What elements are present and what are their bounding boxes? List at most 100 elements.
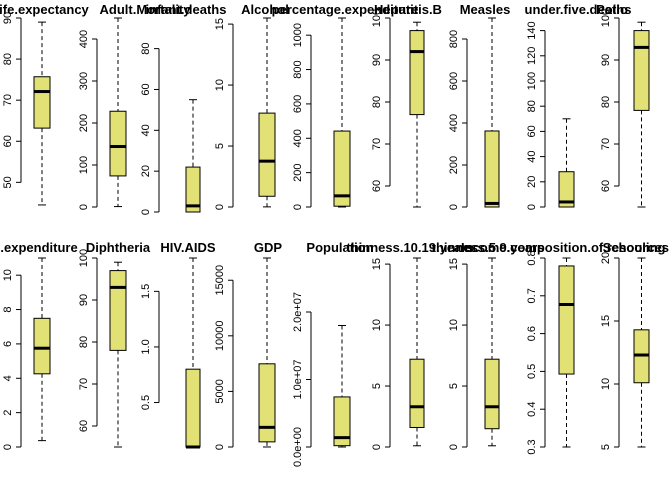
y-tick-label: 600 [448, 72, 460, 90]
y-tick-label: 15000 [214, 265, 226, 296]
y-tick-label: 10 [448, 319, 460, 331]
y-tick-label: 80 [526, 100, 538, 112]
box-iqr [258, 363, 276, 443]
y-tick-label: 0 [2, 444, 14, 450]
panel-title: percentage.expenditure [272, 2, 419, 17]
box-iqr [333, 130, 351, 207]
y-tick-label: 1.5 [140, 284, 152, 299]
box-iqr [258, 112, 276, 197]
y-tick-label: 70 [600, 138, 612, 150]
y-tick-label: 5 [214, 143, 226, 149]
y-tick-label: 60 [140, 83, 152, 95]
panel-title: HIV.AIDS [160, 240, 215, 255]
panel-title: Total.expenditure [0, 240, 78, 255]
y-tick-label: 60 [2, 135, 14, 147]
y-tick-label: 0 [371, 444, 383, 450]
box-iqr [109, 270, 127, 351]
y-tick-label: 90 [371, 54, 383, 66]
y-tick-label: 0 [214, 444, 226, 450]
y-tick-label: 15 [371, 258, 383, 270]
box-iqr [633, 30, 650, 111]
y-tick-label: 70 [2, 94, 14, 106]
y-tick-label: 80 [2, 53, 14, 65]
box-iqr [409, 30, 425, 116]
y-tick-label: 70 [78, 378, 90, 390]
box-iqr [109, 110, 127, 177]
panel-title: under.five.deaths [525, 2, 632, 17]
panel-title: Diphtheria [86, 240, 151, 255]
y-tick-label: 15 [214, 18, 226, 30]
y-tick-label: 70 [371, 138, 383, 150]
y-tick-label: 400 [292, 129, 304, 147]
y-tick-label: 20 [600, 252, 612, 264]
y-tick-label: 0 [140, 209, 152, 215]
panel-title: infant.deaths [146, 2, 227, 17]
box-iqr [558, 265, 575, 375]
y-tick-label: 5000 [214, 379, 226, 403]
y-tick-label: 0.5 [140, 395, 152, 410]
y-tick-label: 0.0e+00 [292, 427, 304, 467]
box-iqr [333, 396, 351, 447]
y-tick-label: 6 [2, 341, 14, 347]
y-tick-label: 20 [140, 165, 152, 177]
y-tick-label: 80 [600, 96, 612, 108]
y-tick-label: 1.0e+07 [292, 359, 304, 399]
y-tick-label: 10 [371, 319, 383, 331]
y-tick-label: 40 [526, 150, 538, 162]
y-tick-label: 60 [78, 420, 90, 432]
y-tick-label: 8 [2, 306, 14, 312]
y-tick-label: 600 [292, 95, 304, 113]
y-tick-label: 90 [600, 54, 612, 66]
box-iqr [185, 368, 201, 448]
y-tick-label: 10 [214, 79, 226, 91]
box-iqr [33, 76, 51, 129]
y-tick-label: 0.3 [526, 439, 538, 454]
box-iqr [558, 171, 575, 208]
y-tick-label: 800 [448, 30, 460, 48]
y-tick-label: 60 [600, 180, 612, 192]
y-tick-label: 200 [78, 114, 90, 132]
y-tick-label: 10000 [214, 321, 226, 352]
y-tick-label: 100 [371, 9, 383, 27]
y-tick-label: 90 [78, 294, 90, 306]
y-tick-label: 100 [600, 9, 612, 27]
y-tick-label: 100 [78, 249, 90, 267]
y-tick-label: 0.5 [526, 364, 538, 379]
y-tick-label: 0.6 [526, 326, 538, 341]
y-tick-label: 80 [371, 96, 383, 108]
y-tick-label: 300 [78, 72, 90, 90]
y-tick-label: 5 [600, 444, 612, 450]
y-tick-label: 10 [600, 378, 612, 390]
panel-title: Income.composition.of.resources [461, 240, 669, 255]
y-tick-label: 20 [526, 176, 538, 188]
y-tick-label: 60 [371, 180, 383, 192]
y-tick-label: 40 [140, 124, 152, 136]
panel-title: Polio [596, 2, 628, 17]
y-tick-label: 0 [448, 444, 460, 450]
y-tick-label: 0.8 [526, 250, 538, 265]
y-tick-label: 100 [526, 72, 538, 90]
y-tick-label: 90 [2, 12, 14, 24]
y-tick-label: 0 [526, 204, 538, 210]
box-iqr [409, 358, 425, 428]
y-tick-label: 0.7 [526, 288, 538, 303]
y-tick-label: 50 [2, 176, 14, 188]
y-tick-label: 0 [78, 204, 90, 210]
y-tick-label: 10 [2, 269, 14, 281]
panel-title: thinness.10.19.years [346, 240, 473, 255]
box-iqr [185, 166, 201, 213]
panel-title: Adult.Mortality [100, 2, 192, 17]
y-tick-label: 15 [600, 315, 612, 327]
panel-title: thinness.5.9.years [432, 240, 545, 255]
y-tick-label: 15 [448, 258, 460, 270]
y-tick-label: 1.0 [140, 339, 152, 354]
y-tick-label: 2 [2, 410, 14, 416]
y-tick-label: 4 [2, 375, 14, 381]
y-tick-label: 80 [78, 336, 90, 348]
panel-title: Schooling [603, 240, 666, 255]
y-tick-label: 200 [292, 163, 304, 181]
y-tick-label: 0 [214, 204, 226, 210]
box-iqr [484, 130, 500, 208]
panel-title: Alcohol [241, 2, 289, 17]
